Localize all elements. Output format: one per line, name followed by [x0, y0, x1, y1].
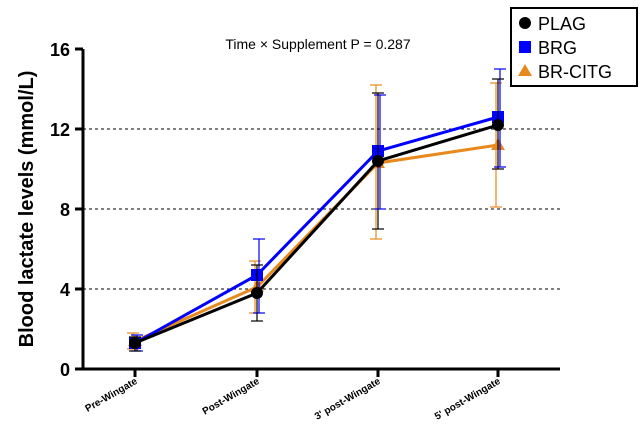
x-tick-label: 3' post-Wingate	[313, 376, 383, 423]
legend-marker	[519, 41, 531, 53]
legend-label: BRG	[538, 38, 577, 58]
legend-marker	[519, 17, 531, 29]
legend-label: BR-CITG	[538, 62, 612, 82]
data-point	[251, 287, 263, 299]
legend-box	[510, 7, 638, 87]
x-tick-label: Post-Wingate	[201, 376, 262, 418]
y-tick-label: 0	[60, 360, 70, 380]
x-tick-label: 5' post-Wingate	[433, 376, 503, 423]
series-brg	[129, 68, 506, 352]
legend: PLAG BRG BR-CITG	[510, 7, 638, 87]
interaction-p-value-annotation: Time × Supplement P = 0.287	[225, 36, 410, 52]
y-axis-ticks: 0 4 8 12 16	[50, 40, 83, 380]
x-tick-label: Pre-Wingate	[84, 376, 140, 415]
data-point	[129, 337, 141, 349]
data-point	[372, 155, 384, 167]
y-tick-label: 16	[50, 40, 70, 60]
y-tick-label: 4	[60, 280, 70, 300]
y-tick-label: 8	[60, 200, 70, 220]
data-point	[492, 119, 504, 131]
series-plag	[129, 78, 504, 352]
legend-marker	[518, 64, 532, 76]
series-group	[127, 68, 506, 352]
x-axis-ticks: Pre-Wingate Post-Wingate 3' post-Wingate 5'…	[84, 369, 503, 423]
legend-label: PLAG	[538, 14, 586, 34]
y-axis-label: Blood lactate levels (mmol/L)	[16, 71, 38, 348]
series-line	[134, 123, 499, 345]
series-line	[134, 115, 499, 345]
y-tick-label: 12	[50, 120, 70, 140]
